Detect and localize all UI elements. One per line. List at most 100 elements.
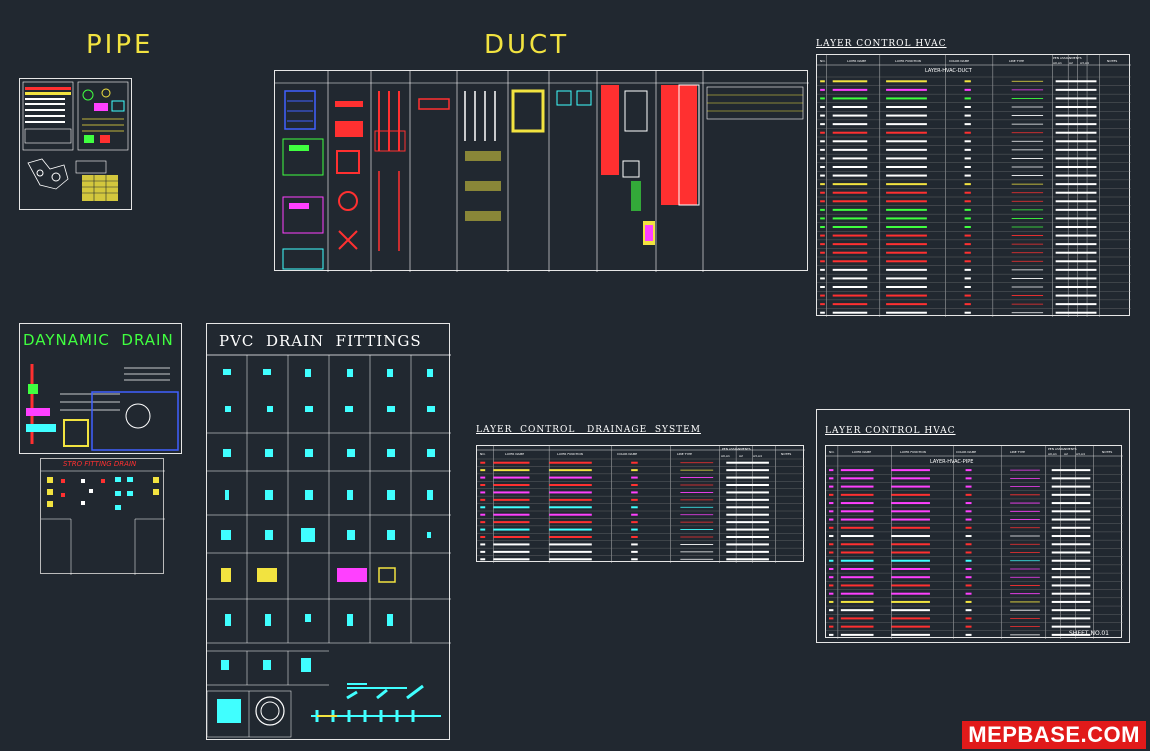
row-color-name-mark xyxy=(965,609,972,612)
row-number-mark xyxy=(828,526,834,529)
row-layer-name-mark xyxy=(493,528,530,531)
row-layer-name-mark xyxy=(840,469,874,472)
row-number-mark xyxy=(820,140,825,143)
row-color-name-mark xyxy=(965,535,972,538)
row-pen-mark xyxy=(1051,526,1091,529)
row-number-mark xyxy=(480,558,486,561)
stro-fitting-drawing xyxy=(41,470,165,575)
row-color-name-mark xyxy=(964,208,971,211)
row-pen-mark xyxy=(1055,251,1097,254)
row-pen-mark xyxy=(1051,633,1091,636)
row-color-name-mark xyxy=(964,114,971,117)
row-number-mark xyxy=(820,88,825,91)
row-color-name-mark xyxy=(964,191,971,194)
drainage-title: LAYER CONTROL DRAINAGE SYSTEM xyxy=(476,425,701,435)
row-layer-name-mark xyxy=(840,633,874,636)
row-pen-mark xyxy=(1055,217,1097,220)
row-layer-function-mark xyxy=(891,469,930,472)
row-number-mark xyxy=(820,217,825,220)
row-layer-name-mark xyxy=(493,536,530,538)
row-color-name-mark xyxy=(964,140,971,143)
drainage-header-pen-a0-a1: A0,A1 xyxy=(721,454,730,458)
row-pen-mark xyxy=(726,543,769,546)
row-layer-function-mark xyxy=(886,208,927,211)
row-layer-function-mark xyxy=(886,268,927,271)
row-number-mark xyxy=(820,303,825,306)
row-color-name-mark xyxy=(965,559,972,562)
row-number-mark xyxy=(820,80,825,83)
row-pen-mark xyxy=(726,469,769,472)
row-layer-function-mark xyxy=(891,592,930,595)
drainage-header-layer-function: LAYER FUNCTION xyxy=(557,452,583,456)
row-layer-function-mark xyxy=(886,114,927,117)
hvac-top-header-pen-a2: A2 xyxy=(1069,61,1073,65)
row-number-mark xyxy=(480,550,486,553)
hvac-top-header-pen-a3-a4: A3,A4 xyxy=(1080,61,1089,65)
row-number-mark xyxy=(480,498,486,501)
row-layer-name-mark xyxy=(840,625,874,628)
row-layer-name-mark xyxy=(493,558,530,561)
row-color-name-mark xyxy=(964,97,971,100)
row-pen-mark xyxy=(1051,469,1091,472)
row-layer-function-mark xyxy=(886,286,927,288)
row-layer-function-mark xyxy=(886,251,927,254)
row-layer-name-mark xyxy=(493,461,530,464)
row-layer-name-mark xyxy=(832,131,868,134)
hvac-bottom-table: NO. LAYER NAME LAYER FUNCTION COLOR NAME… xyxy=(825,445,1123,639)
hvac-top-header-pen-a0-a1: A0,A1 xyxy=(1053,61,1062,65)
row-color-name-mark xyxy=(964,303,971,306)
mepbase-watermark: MEPBASE.COM xyxy=(962,721,1146,749)
row-number-mark xyxy=(820,200,825,203)
row-color-name-mark xyxy=(965,477,972,480)
row-color-name-mark xyxy=(631,498,638,501)
row-pen-mark xyxy=(726,484,769,486)
dynamic-drain-heading: DAYNAMIC DRAIN xyxy=(23,331,174,349)
row-number-mark xyxy=(820,183,825,186)
row-layer-function-mark xyxy=(886,217,927,220)
row-pen-mark xyxy=(1055,140,1097,143)
row-layer-function-mark xyxy=(886,123,927,126)
row-color-name-mark xyxy=(964,157,971,160)
row-pen-mark xyxy=(726,521,769,524)
row-layer-function-mark xyxy=(891,584,930,587)
row-layer-function-mark xyxy=(891,609,930,612)
row-layer-name-mark xyxy=(832,106,868,108)
row-number-mark xyxy=(820,131,825,134)
row-layer-function-mark xyxy=(549,550,592,553)
row-pen-mark xyxy=(1055,234,1097,237)
drainage-header-line-type: LINE TYPE xyxy=(677,452,693,456)
row-layer-name-mark xyxy=(840,551,874,554)
row-layer-function-mark xyxy=(891,617,930,620)
row-layer-function-mark xyxy=(891,576,930,579)
row-number-mark xyxy=(820,277,825,280)
row-color-name-mark xyxy=(964,277,971,280)
row-layer-function-mark xyxy=(886,183,927,186)
row-layer-name-mark xyxy=(832,148,868,151)
row-layer-function-mark xyxy=(886,243,927,246)
row-layer-function-mark xyxy=(886,157,927,160)
duct-block-drawing xyxy=(275,71,809,272)
row-layer-name-mark xyxy=(832,268,868,271)
row-pen-mark xyxy=(1051,502,1091,505)
row-layer-name-mark xyxy=(840,543,874,546)
row-layer-name-mark xyxy=(832,80,868,83)
row-color-name-mark xyxy=(965,625,972,628)
row-layer-function-mark xyxy=(891,633,930,636)
row-layer-name-mark xyxy=(840,609,874,612)
row-color-name-mark xyxy=(964,183,971,186)
row-color-name-mark xyxy=(965,518,972,521)
row-color-name-mark xyxy=(964,243,971,246)
row-number-mark xyxy=(828,543,834,546)
row-number-mark xyxy=(480,469,486,472)
row-layer-function-mark xyxy=(886,174,927,177)
row-pen-mark xyxy=(1055,97,1097,100)
row-number-mark xyxy=(480,484,486,486)
row-number-mark xyxy=(820,106,825,108)
row-number-mark xyxy=(828,477,834,480)
row-layer-function-mark xyxy=(891,485,930,488)
row-layer-function-mark xyxy=(549,513,592,516)
row-layer-name-mark xyxy=(832,191,868,194)
row-layer-function-mark xyxy=(886,311,927,314)
row-color-name-mark xyxy=(964,311,971,314)
row-layer-name-mark xyxy=(840,502,874,505)
